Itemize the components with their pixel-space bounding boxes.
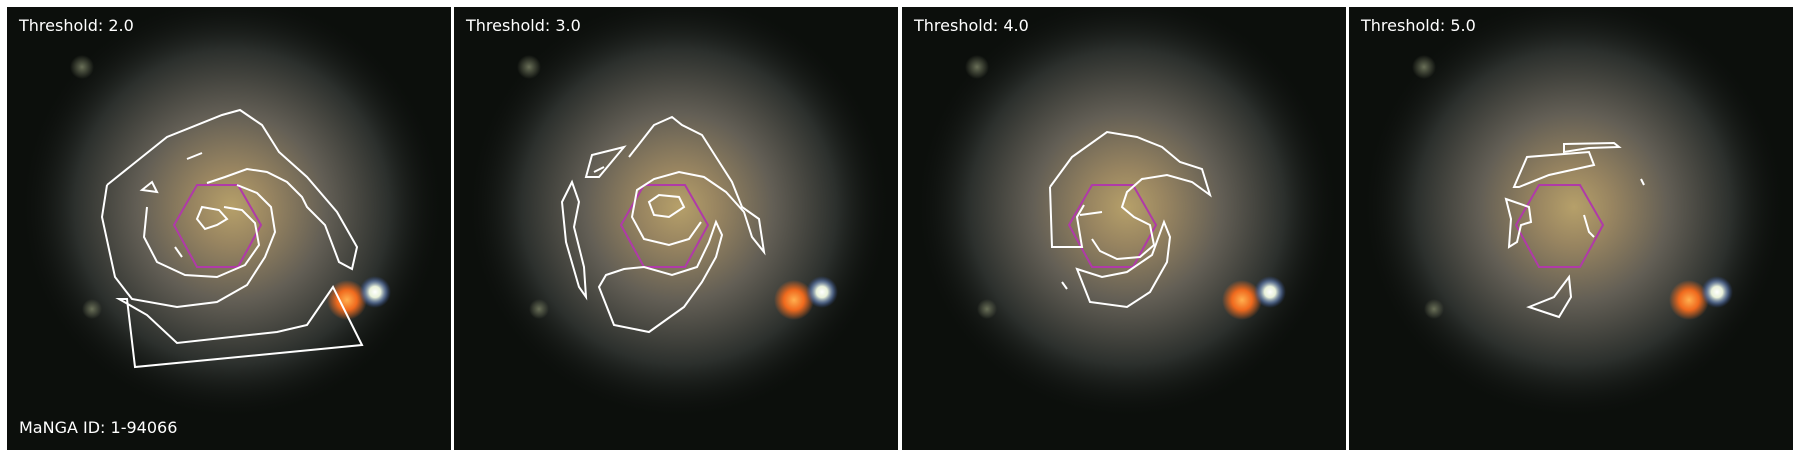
galaxy-image <box>902 7 1346 450</box>
hexagon-footprint <box>1514 184 1605 268</box>
manga-id-label: MaNGA ID: 1-94066 <box>19 418 178 437</box>
contours <box>1049 130 1212 309</box>
panel-threshold-3: Threshold: 3.0 <box>454 7 898 450</box>
galaxy-image <box>1349 7 1793 450</box>
panel-threshold-5: Threshold: 5.0 <box>1349 7 1793 450</box>
contours <box>560 115 766 334</box>
threshold-label: Threshold: 3.0 <box>466 16 581 35</box>
threshold-label: Threshold: 2.0 <box>19 16 134 35</box>
galaxy-image <box>7 7 451 450</box>
threshold-label: Threshold: 4.0 <box>914 16 1029 35</box>
contours <box>1504 141 1645 319</box>
hexagon-footprint <box>619 184 710 268</box>
galaxy-image <box>454 7 898 450</box>
contours <box>100 108 364 369</box>
panel-threshold-2: Threshold: 2.0 MaNGA ID: 1-94066 <box>7 7 451 450</box>
threshold-label: Threshold: 5.0 <box>1361 16 1476 35</box>
panel-threshold-4: Threshold: 4.0 <box>902 7 1346 450</box>
